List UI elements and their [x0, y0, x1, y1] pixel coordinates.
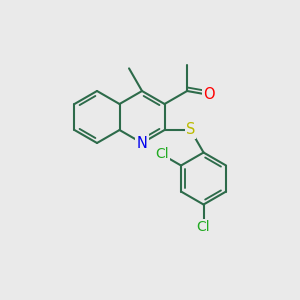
Text: Cl: Cl	[155, 148, 169, 161]
Text: S: S	[186, 122, 195, 137]
Text: Cl: Cl	[197, 220, 210, 234]
Text: O: O	[203, 87, 214, 102]
Text: N: N	[136, 136, 148, 151]
